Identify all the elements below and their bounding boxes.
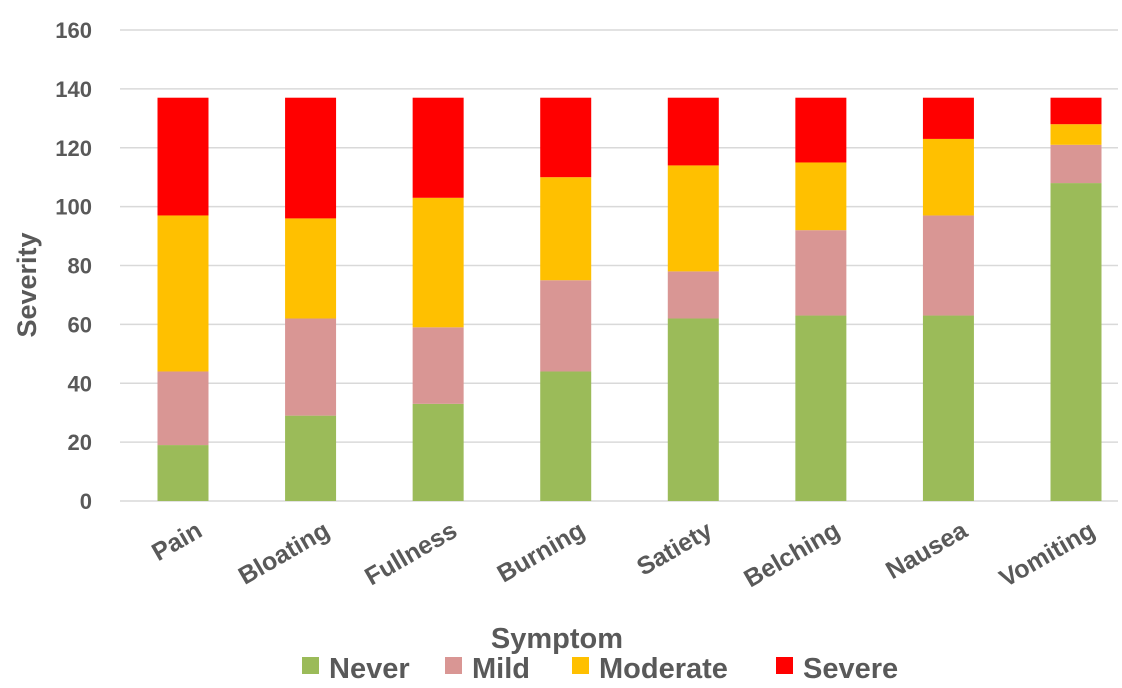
bar-segment-never-pain (157, 445, 209, 501)
bar-segment-moderate-bloating (285, 218, 337, 319)
y-tick-label: 20 (68, 430, 92, 455)
bar-segment-mild-burning (540, 280, 592, 372)
bar-segment-moderate-pain (157, 215, 209, 372)
legend-label-moderate: Moderate (599, 653, 728, 683)
bar-segment-moderate-vomiting (1050, 124, 1102, 145)
bar-segment-moderate-nausea (922, 138, 974, 216)
y-tick-label: 100 (55, 195, 92, 220)
bar-segment-severe-bloating (285, 97, 337, 219)
y-tick-label: 140 (55, 77, 92, 102)
x-axis-ticks: Pain Bloating Fullness Burning Satiety Belchi… (147, 516, 1100, 594)
bar-segment-never-belching (795, 315, 847, 501)
legend-label-severe: Severe (803, 653, 898, 683)
legend-swatch-severe (776, 657, 793, 674)
legend-swatch-mild (445, 657, 462, 674)
bar-segment-moderate-belching (795, 162, 847, 231)
legend-swatch-moderate (572, 657, 589, 674)
bars (157, 97, 1102, 501)
bar-segment-never-bloating (285, 415, 337, 501)
legend-swatch-never (302, 657, 319, 674)
y-tick-label: 0 (80, 489, 92, 514)
bar-segment-mild-satiety (667, 271, 719, 319)
x-tick-label: Nausea (881, 516, 973, 585)
bar-segment-never-vomiting (1050, 183, 1102, 501)
y-tick-label: 40 (68, 371, 92, 396)
bar-segment-severe-fullness (412, 97, 464, 198)
bar-segment-moderate-fullness (412, 197, 464, 328)
bar-segment-never-satiety (667, 318, 719, 501)
x-tick-label: Bloating (234, 516, 335, 590)
y-tick-label: 60 (68, 312, 92, 337)
y-tick-label: 160 (55, 18, 92, 43)
x-tick-label: Fullness (360, 516, 462, 591)
bar-segment-severe-belching (795, 97, 847, 163)
y-tick-label: 120 (55, 136, 92, 161)
bar-segment-moderate-satiety (667, 165, 719, 272)
x-axis-label: Symptom (491, 623, 623, 655)
bar-segment-never-burning (540, 371, 592, 501)
legend-label-never: Never (329, 653, 410, 683)
x-tick-label: Pain (147, 516, 207, 567)
x-tick-label: Satiety (632, 516, 717, 581)
legend: Never Mild Moderate Severe (302, 653, 898, 685)
bar-segment-mild-bloating (285, 318, 337, 416)
bar-segment-severe-nausea (922, 97, 974, 139)
x-tick-label: Burning (493, 516, 590, 588)
bar-segment-mild-pain (157, 371, 209, 446)
bar-segment-mild-belching (795, 230, 847, 316)
bar-segment-never-nausea (922, 315, 974, 501)
y-tick-label: 80 (68, 254, 92, 279)
x-tick-label: Vomiting (995, 516, 1100, 593)
bar-segment-mild-nausea (922, 215, 974, 316)
bar-segment-mild-vomiting (1050, 144, 1102, 184)
bar-segment-severe-satiety (667, 97, 719, 166)
x-tick-label: Belching (739, 516, 844, 593)
bar-segment-severe-vomiting (1050, 97, 1102, 125)
bar-segment-severe-burning (540, 97, 592, 178)
bar-segment-moderate-burning (540, 177, 592, 281)
bar-segment-never-fullness (412, 403, 464, 501)
y-axis-ticks: 0 20 40 60 80 100 120 140 160 (55, 18, 92, 514)
y-axis-label: Severity (12, 232, 42, 337)
bar-segment-mild-fullness (412, 327, 464, 404)
legend-label-mild: Mild (472, 653, 530, 683)
bar-segment-severe-pain (157, 97, 209, 216)
